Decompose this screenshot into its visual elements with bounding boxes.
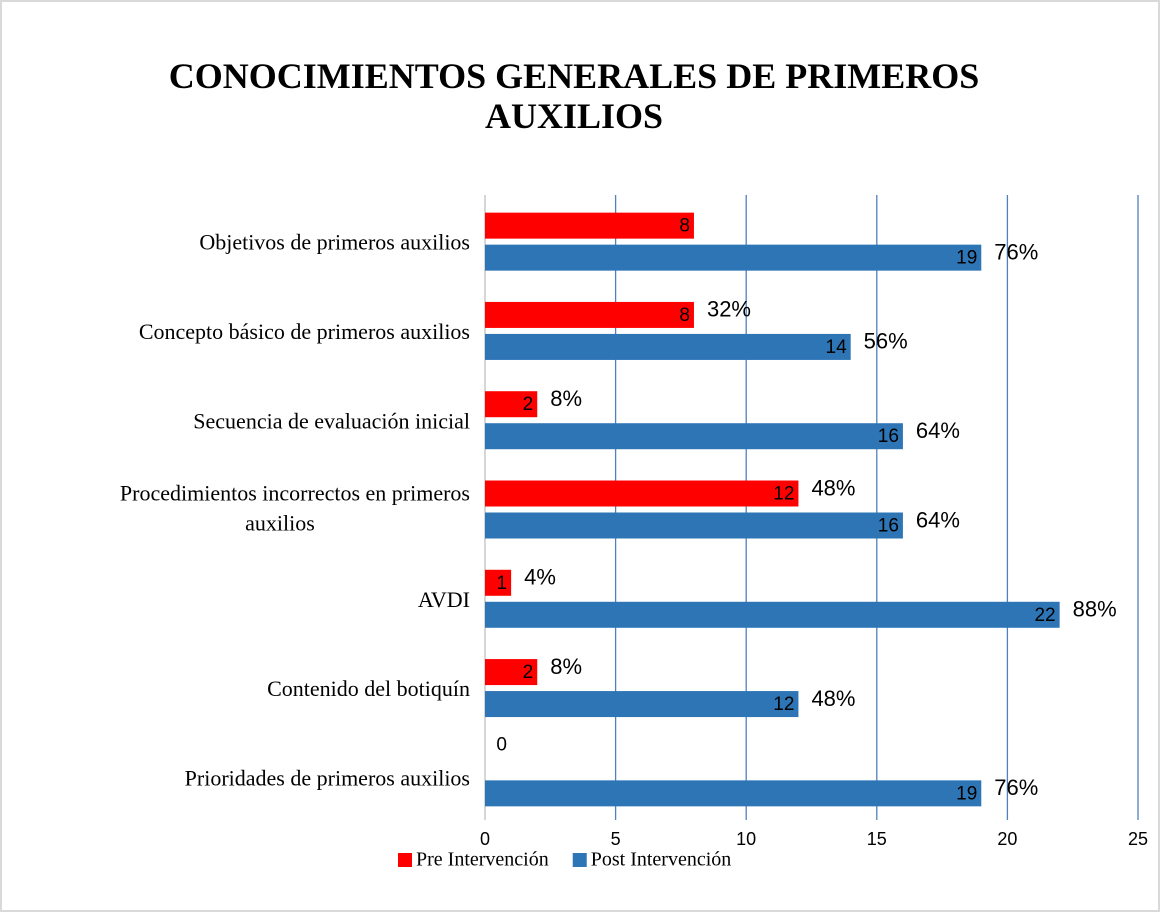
chart-title: CONOCIMIENTOS GENERALES DE PRIMEROS AUXIL…	[169, 56, 979, 136]
y-tick-label: Secuencia de evaluación inicial	[193, 408, 470, 433]
y-tick-label: Concepto básico de primeros auxilios	[139, 319, 470, 344]
bar	[485, 480, 799, 507]
y-tick-label: AVDI	[418, 587, 470, 612]
bar	[485, 601, 1060, 628]
data-label: 2	[523, 662, 534, 683]
x-tick-label: 20	[997, 829, 1017, 849]
percent-label: 48%	[811, 475, 855, 500]
percent-label: 4%	[524, 565, 556, 590]
bar	[485, 780, 982, 807]
data-label: 0	[496, 734, 507, 755]
x-tick-label: 10	[736, 829, 756, 849]
bar	[485, 333, 851, 360]
y-tick-label: Objetivos de primeros auxilios	[199, 230, 470, 255]
y-tick-label: Contenido del botiquín	[267, 676, 470, 701]
percent-label: 76%	[994, 775, 1038, 800]
x-tick-label: 0	[480, 829, 490, 849]
x-tick-label: 15	[867, 829, 887, 849]
bar	[485, 512, 903, 539]
percent-label: 32%	[707, 297, 751, 322]
bar	[485, 301, 694, 328]
data-label: 1	[497, 573, 508, 594]
legend-label: Post Intervención	[591, 849, 732, 871]
percent-label: 64%	[916, 507, 960, 532]
percent-label: 88%	[1073, 597, 1117, 622]
data-label: 8	[679, 216, 690, 237]
percent-label: 64%	[916, 418, 960, 443]
legend-swatch	[398, 853, 412, 867]
y-tick-label: Procedimientos incorrectos en primeros au…	[120, 481, 470, 536]
percent-label: 76%	[994, 239, 1038, 264]
legend-label: Pre Intervención	[416, 849, 549, 871]
data-label: 14	[826, 337, 848, 358]
data-label: 16	[878, 426, 899, 447]
data-label: 12	[773, 484, 794, 505]
data-label: 2	[523, 394, 534, 415]
data-label: 8	[679, 305, 690, 326]
data-label: 12	[773, 694, 794, 715]
percent-label: 8%	[550, 386, 582, 411]
data-label: 22	[1034, 605, 1055, 626]
percent-label: 48%	[811, 686, 855, 711]
bar	[485, 569, 512, 596]
percent-label: 56%	[864, 329, 908, 354]
percent-label: 8%	[550, 654, 582, 679]
bar	[485, 391, 538, 418]
legend-swatch	[572, 853, 587, 867]
data-label: 16	[878, 516, 899, 537]
x-tick-label: 25	[1128, 829, 1148, 849]
bar	[485, 423, 903, 450]
bar	[485, 244, 982, 271]
bar	[485, 659, 538, 686]
bar	[485, 212, 694, 239]
x-tick-label: 5	[611, 829, 621, 849]
bar	[485, 691, 799, 718]
y-tick-label: Prioridades de primeros auxilios	[185, 765, 470, 790]
data-label: 19	[956, 248, 977, 269]
data-label: 19	[956, 783, 977, 804]
